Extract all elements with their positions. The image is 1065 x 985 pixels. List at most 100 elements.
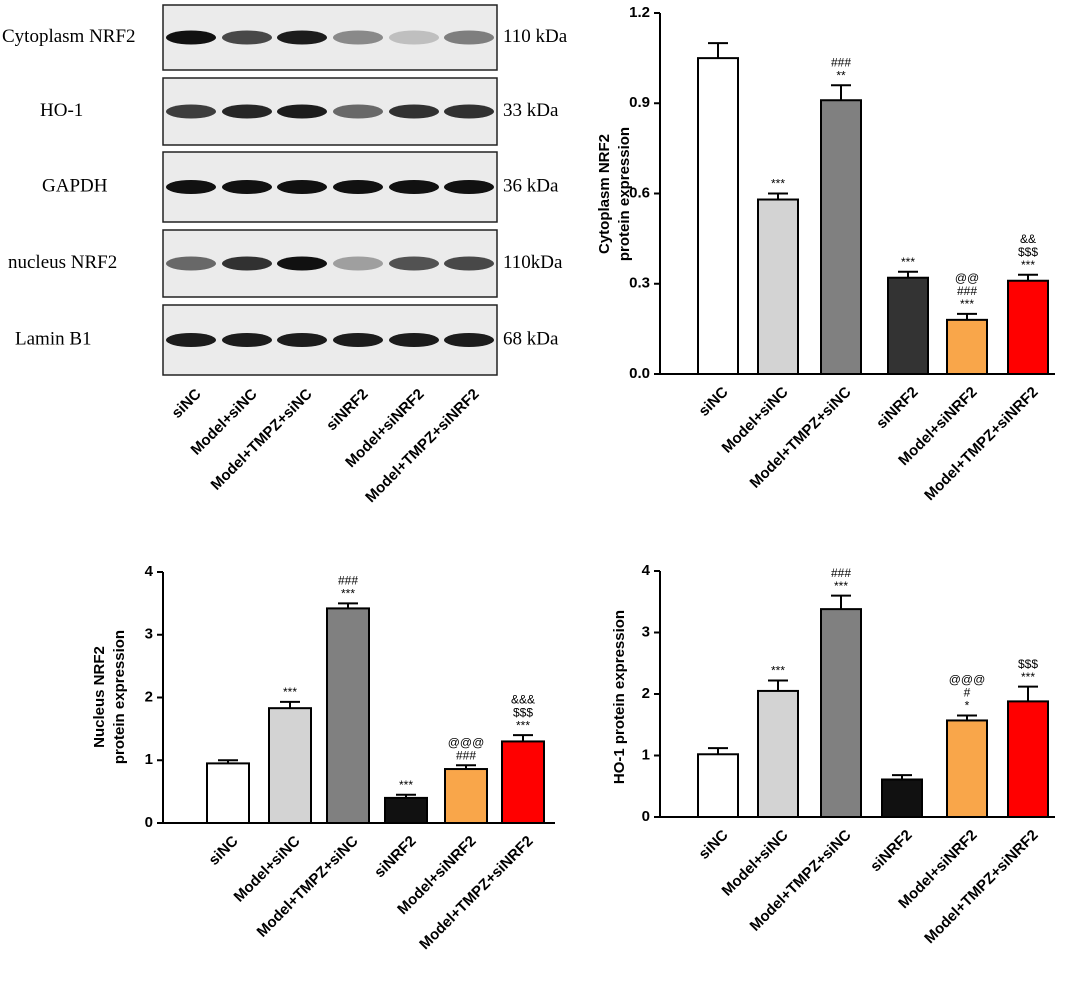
y-tick-label: 0: [642, 808, 650, 825]
blot-band: [333, 256, 383, 271]
blot-band: [277, 333, 327, 347]
blot-band: [333, 180, 383, 194]
x-tick-label: Model+TMPZ+siNRF2: [416, 833, 536, 953]
blot-strip: [162, 4, 498, 71]
blot-band: [389, 333, 439, 347]
bar: [1007, 279, 1049, 375]
blot-lane-label: siNRF2: [323, 386, 372, 435]
bar: [384, 796, 428, 825]
bar: [881, 778, 923, 818]
blot-row-label: Cytoplasm NRF2: [2, 26, 136, 47]
y-tick-label: 0.0: [629, 365, 650, 382]
blot-band: [389, 180, 439, 194]
blot-band: [444, 180, 494, 194]
y-axis-label: Cytoplasm NRF2: [596, 134, 613, 254]
significance-label: @@@: [448, 735, 485, 749]
blot-band: [389, 30, 439, 45]
bar: [757, 689, 799, 818]
blot-band: [444, 333, 494, 347]
x-tick-label: Model+TMPZ+siNRF2: [921, 827, 1041, 947]
bar: [268, 707, 312, 824]
significance-label: &&&: [511, 692, 535, 706]
significance-label: ***: [399, 778, 413, 792]
significance-label: ***: [901, 255, 915, 269]
bar: [757, 198, 799, 375]
x-tick-label: siNC: [695, 384, 731, 420]
blot-band: [444, 256, 494, 271]
blot-strip: [162, 229, 498, 298]
significance-label: @@: [955, 271, 979, 285]
y-tick-label: 4: [642, 562, 651, 579]
y-tick-label: 3: [642, 623, 650, 640]
bar: [326, 607, 370, 825]
bar: [887, 276, 929, 376]
y-tick-label: 0: [145, 814, 153, 831]
significance-label: @@@: [949, 673, 986, 687]
blot-band: [333, 333, 383, 347]
significance-label: ###: [456, 748, 476, 762]
blot-band: [166, 104, 216, 119]
blot-strip: [162, 151, 498, 223]
blot-band: [222, 104, 272, 119]
y-axis-label: HO-1 protein expression: [611, 610, 628, 784]
blot-band: [277, 104, 327, 119]
blot-row-label: nucleus NRF2: [8, 252, 117, 273]
blot-size-label: 36 kDa: [503, 175, 559, 196]
y-tick-label: 2: [642, 685, 650, 702]
blot-lane-label: Model+TMPZ+siNRF2: [362, 386, 482, 506]
y-tick-label: 1: [642, 746, 650, 763]
significance-label: ###: [831, 566, 851, 580]
blot-size-label: 68 kDa: [503, 328, 559, 349]
y-tick-label: 1.2: [629, 4, 650, 21]
x-tick-label: siNC: [205, 833, 241, 869]
significance-label: ***: [1021, 670, 1035, 684]
y-tick-label: 0.3: [629, 275, 650, 292]
significance-label: &&: [1020, 232, 1036, 246]
blot-lane-label: siNC: [168, 386, 204, 422]
significance-label: *: [965, 699, 970, 713]
y-tick-label: 0.9: [629, 94, 650, 111]
y-tick-label: 3: [145, 626, 153, 643]
blot-strip: [162, 77, 498, 146]
blot-band: [444, 104, 494, 119]
y-tick-label: 2: [145, 688, 153, 705]
significance-label: ***: [771, 664, 785, 678]
x-tick-label: siNRF2: [867, 827, 916, 876]
blot-band: [222, 256, 272, 271]
bar: [697, 753, 739, 819]
blot-row-label: HO-1: [40, 100, 83, 121]
blot-band: [389, 104, 439, 119]
blot-band: [444, 30, 494, 45]
blot-band: [222, 333, 272, 347]
blot-row-label: GAPDH: [42, 175, 108, 196]
blot-band: [389, 256, 439, 271]
significance-label: $$$: [1018, 245, 1038, 259]
bar: [1007, 700, 1049, 819]
blot-band: [222, 30, 272, 45]
significance-label: **: [836, 68, 846, 82]
blot-row-label: Lamin B1: [15, 328, 92, 349]
bar: [820, 608, 862, 818]
significance-label: ***: [283, 685, 297, 699]
x-tick-label: siNRF2: [873, 384, 922, 433]
bar: [206, 762, 250, 825]
blot-band: [222, 180, 272, 194]
blot-size-label: 110 kDa: [503, 26, 568, 47]
significance-label: ***: [1021, 258, 1035, 272]
blot-size-label: 33 kDa: [503, 100, 559, 121]
x-tick-label: siNRF2: [371, 833, 420, 882]
bar: [444, 768, 488, 824]
significance-label: #: [964, 686, 971, 700]
bar: [946, 719, 988, 819]
blot-lane-label: Model+TMPZ+siNC: [208, 386, 316, 494]
x-tick-label: siNC: [695, 827, 731, 863]
y-tick-label: 0.6: [629, 184, 650, 201]
y-axis-label: Nucleus NRF2: [91, 646, 108, 748]
blot-band: [277, 180, 327, 194]
blot-strip: [162, 304, 498, 376]
bar: [946, 318, 988, 376]
significance-label: ***: [960, 297, 974, 311]
bar: [697, 57, 739, 375]
blot-band: [166, 256, 216, 271]
